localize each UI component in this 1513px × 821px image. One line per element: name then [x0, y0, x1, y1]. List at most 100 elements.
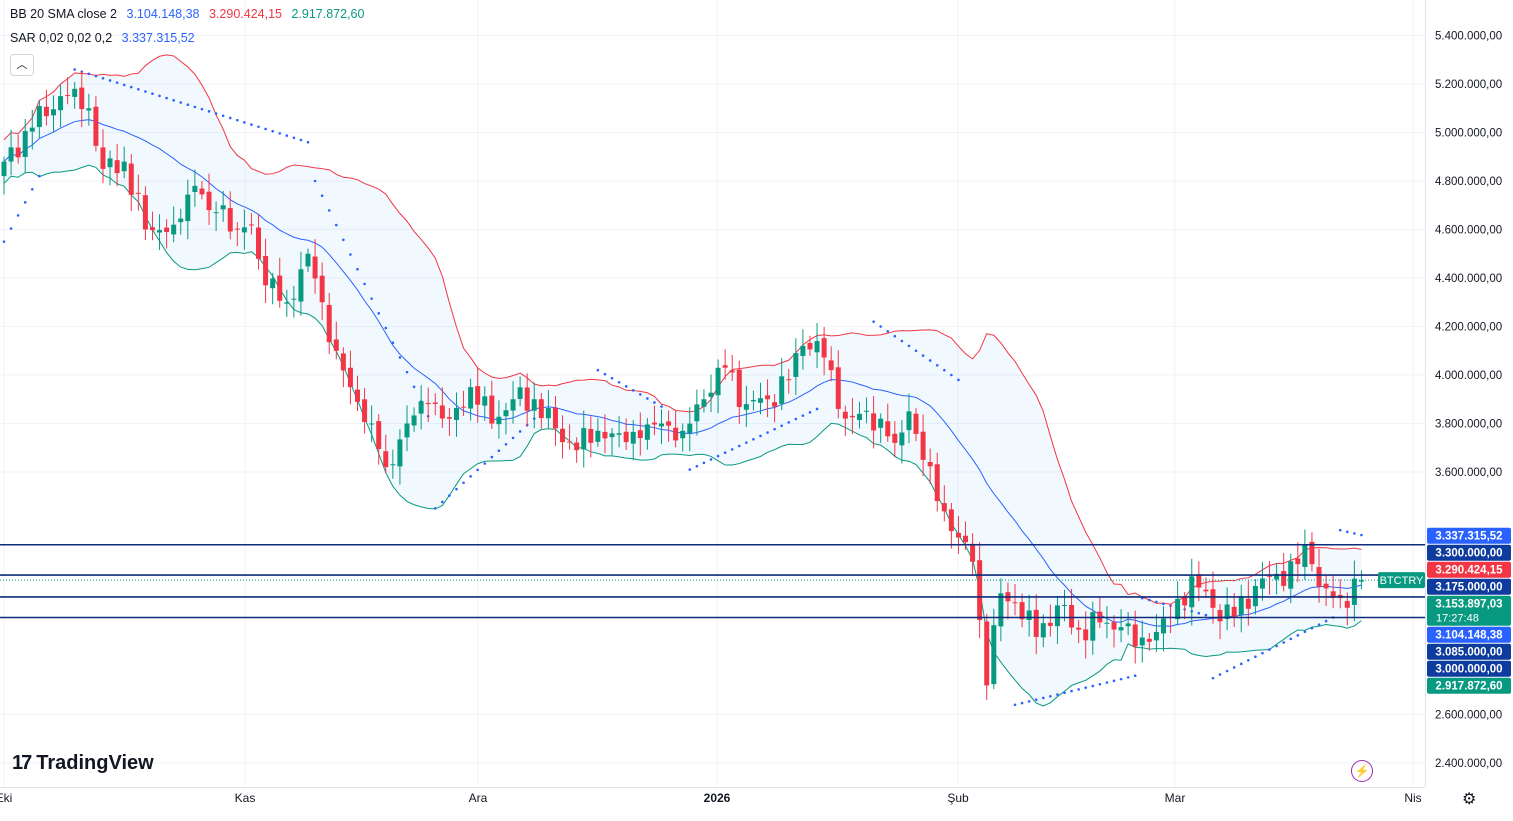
- tradingview-logo[interactable]: 17 TradingView: [12, 752, 154, 775]
- candle: [750, 390, 756, 411]
- sar-dot: [30, 187, 34, 191]
- sar-dot: [398, 356, 402, 359]
- candle: [609, 428, 615, 456]
- candle: [199, 180, 205, 200]
- candle-body: [149, 227, 155, 231]
- candle: [1309, 532, 1315, 572]
- sar-dot: [228, 116, 232, 120]
- price-label-text: 3.000.000,00: [1435, 664, 1502, 676]
- sar-dot: [808, 411, 812, 414]
- sar-dot: [1225, 669, 1229, 673]
- candle: [164, 219, 170, 249]
- candle: [687, 407, 693, 452]
- sar-dot: [921, 354, 925, 357]
- candle: [1196, 561, 1202, 602]
- bb-legend[interactable]: BB 20 SMA close 2 3.104.148,38 3.290.424…: [10, 7, 370, 21]
- candle-body: [326, 304, 332, 343]
- sar-dot: [1211, 676, 1215, 680]
- candle-body: [892, 433, 898, 443]
- y-axis-tick-label: 3.800.000,00: [1435, 419, 1502, 431]
- candle: [1125, 612, 1131, 635]
- candle: [1231, 593, 1237, 627]
- candle: [786, 369, 792, 394]
- candle: [72, 82, 78, 109]
- candle: [510, 381, 516, 424]
- sar-dot: [907, 344, 911, 348]
- candle: [1358, 570, 1364, 590]
- flash-icon[interactable]: ⚡: [1351, 760, 1373, 782]
- candle: [291, 285, 297, 318]
- candle-body: [814, 341, 820, 353]
- price-chart[interactable]: BTCTRY: [0, 0, 1425, 787]
- candle-body: [673, 427, 679, 441]
- candle-body: [482, 396, 488, 406]
- candle-body: [489, 395, 495, 424]
- candle: [899, 420, 905, 464]
- candle-body: [567, 441, 573, 443]
- chart-plot-area[interactable]: BTCTRY: [0, 0, 1425, 787]
- collapse-legend-button[interactable]: ︿: [10, 54, 34, 76]
- sar-dot: [306, 140, 310, 144]
- sar-dot: [94, 74, 98, 78]
- candle: [234, 222, 240, 247]
- candle: [1111, 615, 1117, 648]
- price-label-text: 3.175.000,00: [1435, 582, 1502, 594]
- candle: [673, 409, 679, 448]
- candle: [468, 378, 474, 421]
- price-label-text: 3.153.897,03: [1435, 599, 1502, 611]
- candle: [651, 405, 657, 436]
- sar-dot: [900, 339, 904, 343]
- price-label-text: 3.337.315,52: [1435, 531, 1502, 543]
- sar-dot: [653, 401, 656, 404]
- candle: [524, 373, 530, 427]
- candle-body: [651, 422, 657, 425]
- candle: [701, 389, 707, 413]
- candle-body: [765, 395, 771, 400]
- sar-dot: [391, 341, 395, 345]
- candle: [793, 338, 799, 396]
- symbol-tag-text: BTCTRY: [1380, 575, 1424, 587]
- sar-dot: [879, 325, 882, 328]
- y-axis-tick-label: 4.800.000,00: [1435, 176, 1502, 188]
- candle-body: [1040, 623, 1046, 638]
- settings-gear-icon[interactable]: ⚙: [1462, 791, 1477, 808]
- candle-body: [729, 370, 735, 373]
- candle: [955, 516, 961, 554]
- sar-dot: [943, 368, 946, 372]
- candle: [446, 408, 452, 436]
- candle-body: [1358, 580, 1364, 582]
- candle-body: [1316, 567, 1322, 587]
- candle-body: [121, 161, 127, 172]
- candle: [128, 154, 134, 212]
- x-axis-tick-label: Mar: [1165, 791, 1186, 805]
- candle-body: [383, 451, 389, 468]
- bb-basis-value: 3.104.148,38: [126, 7, 200, 21]
- candle-body: [948, 509, 954, 532]
- sar-dot: [596, 368, 600, 372]
- candle: [503, 402, 509, 435]
- candle: [362, 388, 368, 434]
- candle: [347, 350, 353, 405]
- sar-dot: [709, 458, 713, 461]
- candle: [906, 393, 912, 444]
- x-axis-tick-label: Nis: [1404, 791, 1421, 805]
- candle-body: [1189, 576, 1195, 608]
- price-label-text: 2.917.872,60: [1435, 681, 1502, 693]
- sar-dot: [730, 448, 734, 451]
- sar-dot: [1268, 648, 1271, 651]
- sar-dot: [1056, 693, 1059, 696]
- sar-dot: [794, 417, 798, 421]
- candle-body: [602, 431, 608, 439]
- candle: [722, 349, 728, 380]
- y-axis-tick-label: 5.200.000,00: [1435, 79, 1502, 91]
- candle: [998, 578, 1004, 642]
- candle-body: [927, 462, 933, 467]
- candle-body: [750, 399, 756, 402]
- sar-dot: [264, 127, 267, 131]
- y-axis-tick-label: 4.400.000,00: [1435, 273, 1502, 285]
- price-label-bg: [1427, 643, 1511, 660]
- candle: [1224, 587, 1230, 631]
- sar-dot: [872, 320, 875, 323]
- candle: [765, 379, 771, 418]
- sar-legend[interactable]: SAR 0,02 0,02 0,2 3.337.315,52: [10, 31, 201, 45]
